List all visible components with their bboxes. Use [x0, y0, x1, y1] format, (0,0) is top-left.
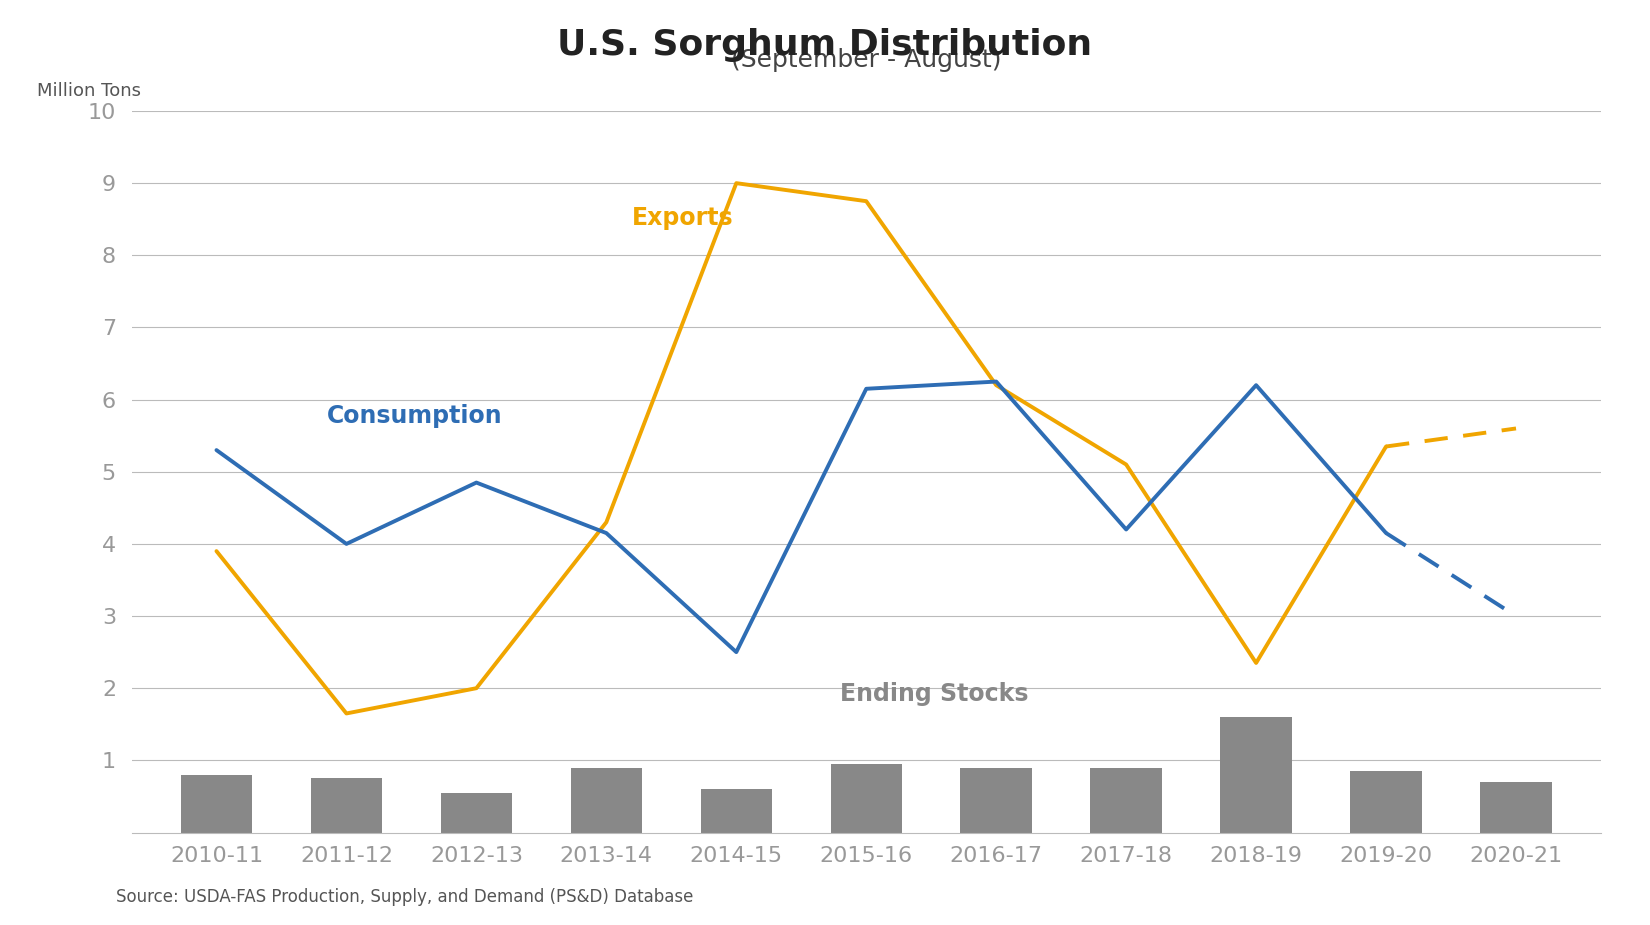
- Bar: [1350, 771, 1422, 832]
- Bar: [830, 764, 903, 832]
- Bar: [701, 789, 772, 832]
- Text: Million Tons: Million Tons: [36, 82, 140, 100]
- Text: Consumption: Consumption: [327, 404, 503, 428]
- Text: U.S. Sorghum Distribution: U.S. Sorghum Distribution: [558, 28, 1092, 62]
- Bar: [310, 779, 383, 833]
- Bar: [1480, 782, 1551, 832]
- Text: Source: USDA-FAS Production, Supply, and Demand (PS&D) Database: Source: USDA-FAS Production, Supply, and…: [116, 889, 693, 906]
- Text: Ending Stocks: Ending Stocks: [840, 683, 1028, 707]
- Bar: [1221, 717, 1292, 832]
- Bar: [571, 768, 642, 832]
- Bar: [1091, 768, 1162, 832]
- Title: (September - August): (September - August): [731, 47, 1002, 71]
- Bar: [441, 793, 512, 832]
- Bar: [182, 775, 252, 832]
- Text: Exports: Exports: [632, 206, 734, 230]
- Bar: [960, 768, 1031, 832]
